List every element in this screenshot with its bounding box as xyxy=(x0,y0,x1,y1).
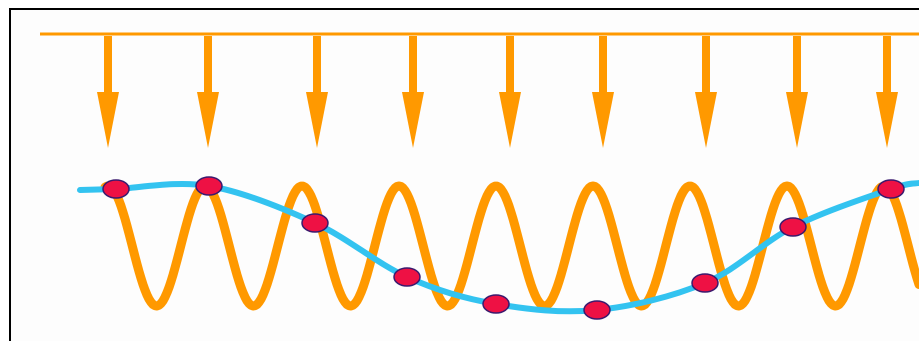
sampling-arrow xyxy=(306,36,328,148)
high-frequency-wave xyxy=(100,181,919,311)
sample-point xyxy=(877,179,905,199)
sample-point xyxy=(301,213,329,233)
sample-point xyxy=(195,176,223,196)
sampling-arrow xyxy=(592,36,614,148)
sample-point xyxy=(482,294,510,314)
sample-point xyxy=(583,300,611,320)
sampling-arrow xyxy=(97,36,119,148)
sample-points xyxy=(102,176,905,320)
sample-point xyxy=(102,179,130,199)
sampling-arrow xyxy=(499,36,521,148)
sample-point xyxy=(779,217,807,237)
sampling-arrow xyxy=(197,36,219,148)
sampling-arrows xyxy=(97,36,898,148)
sample-point xyxy=(393,267,421,287)
sampling-arrow xyxy=(786,36,808,148)
sampling-arrow xyxy=(876,36,898,148)
sample-point xyxy=(691,273,719,293)
sampling-arrow xyxy=(695,36,717,148)
sampling-arrow xyxy=(402,36,424,148)
